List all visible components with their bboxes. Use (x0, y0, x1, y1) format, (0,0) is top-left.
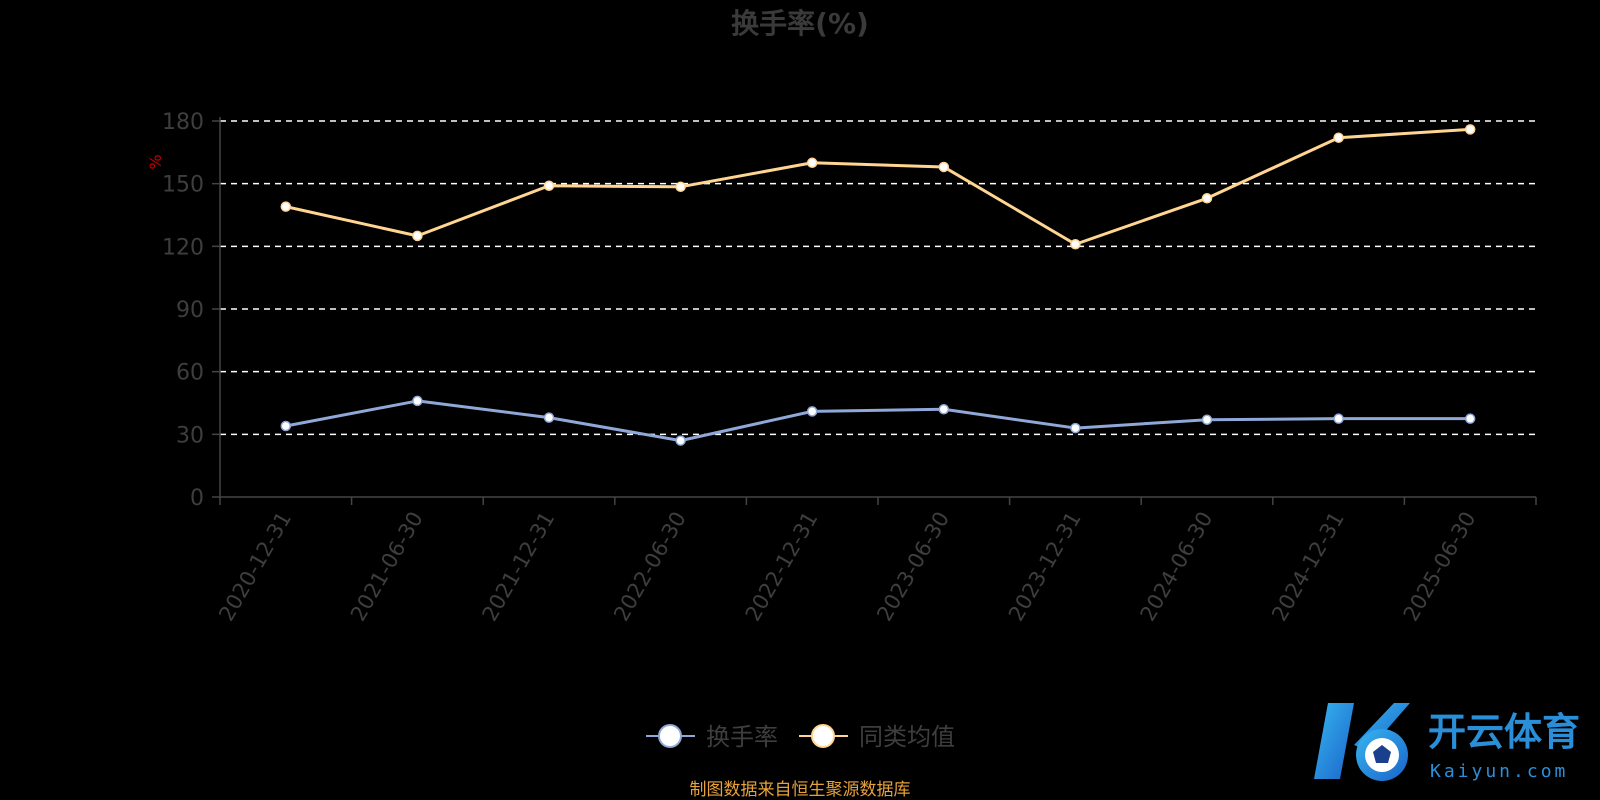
legend[interactable]: 换手率 同类均值 (646, 723, 955, 751)
series-line-peer-average (285, 127, 1471, 246)
legend-marker-turnover (658, 724, 682, 748)
data-point-turnover-2021-12-31 (543, 412, 555, 423)
legend-item-peer-average[interactable]: 同类均值 (799, 723, 955, 751)
data-point-peer-average-2023-12-31 (1070, 238, 1081, 250)
data-point-peer-average-2025-06-30 (1464, 124, 1476, 135)
legend-marker-peer-average (811, 724, 835, 748)
legend-label-turnover: 换手率 (706, 723, 778, 751)
y-tick-label-120: 120 (162, 235, 204, 260)
soccer-ball-icon (1373, 745, 1391, 763)
data-point-turnover-2022-12-31 (806, 406, 818, 417)
series-turnover (280, 395, 1476, 446)
watermark-text-cn: 开云体育 (1428, 710, 1580, 754)
x-tick-label-2022-12-31: 2022-12-31 (741, 508, 823, 626)
x-tick-label-2025-06-30: 2025-06-30 (1399, 508, 1481, 626)
watermark-text-en: Kaiyun.com (1430, 761, 1568, 782)
x-tick-label-2023-06-30: 2023-06-30 (872, 508, 954, 626)
data-point-turnover-2024-12-31 (1333, 413, 1344, 424)
legend-item-turnover[interactable]: 换手率 (646, 723, 778, 751)
x-tick-label-2022-06-30: 2022-06-30 (609, 508, 691, 626)
series-line-turnover (285, 399, 1471, 443)
data-point-peer-average-2020-12-31 (280, 201, 292, 212)
data-source-note: 制图数据来自恒生聚源数据库 (690, 780, 911, 800)
data-point-turnover-2023-12-31 (1070, 422, 1081, 434)
x-tick-label-2024-06-30: 2024-06-30 (1136, 508, 1218, 626)
data-point-peer-average-2021-06-30 (412, 230, 423, 242)
y-tick-label-30: 30 (176, 423, 204, 448)
data-point-peer-average-2024-06-30 (1201, 193, 1213, 204)
x-tick-labels: 2020-12-31 2021-06-30 2021-12-31 2022-06-30… (214, 508, 1480, 626)
chart-title: 换手率(%) (731, 7, 869, 40)
y-tick-label-150: 150 (162, 173, 204, 198)
data-point-peer-average-2021-12-31 (543, 180, 555, 192)
data-point-turnover-2022-06-30 (675, 435, 686, 446)
watermark-logo: 开云体育 Kaiyun.com (1314, 703, 1580, 782)
y-tick-label-180: 180 (162, 110, 204, 135)
axes (212, 117, 1537, 505)
data-point-peer-average-2023-06-30 (938, 161, 950, 173)
x-tick-label-2021-06-30: 2021-06-30 (346, 508, 428, 626)
data-point-peer-average-2024-12-31 (1333, 132, 1344, 143)
y-tick-label-90: 90 (176, 298, 204, 323)
x-tick-label-2021-12-31: 2021-12-31 (478, 508, 560, 626)
y-tick-label-0: 0 (190, 486, 204, 511)
legend-label-peer-average: 同类均值 (859, 723, 955, 751)
data-point-turnover-2023-06-30 (938, 404, 950, 415)
y-tick-labels: 0 30 60 90 120 150 180 (162, 110, 204, 511)
data-point-turnover-2025-06-30 (1464, 413, 1476, 424)
y-tick-label-60: 60 (176, 361, 204, 386)
data-point-turnover-2021-06-30 (412, 395, 423, 407)
series-peer-average (280, 124, 1476, 250)
x-tick-label-2023-12-31: 2023-12-31 (1004, 508, 1086, 626)
x-tick-label-2020-12-31: 2020-12-31 (214, 508, 296, 626)
x-tick-label-2024-12-31: 2024-12-31 (1267, 508, 1349, 626)
grid-lines (220, 120, 1536, 436)
data-point-turnover-2020-12-31 (280, 420, 292, 432)
data-point-peer-average-2022-06-30 (675, 181, 686, 193)
data-point-turnover-2024-06-30 (1201, 414, 1213, 425)
data-point-peer-average-2022-12-31 (806, 157, 818, 169)
y-axis-unit: % (146, 154, 165, 169)
series-layer (280, 124, 1476, 446)
